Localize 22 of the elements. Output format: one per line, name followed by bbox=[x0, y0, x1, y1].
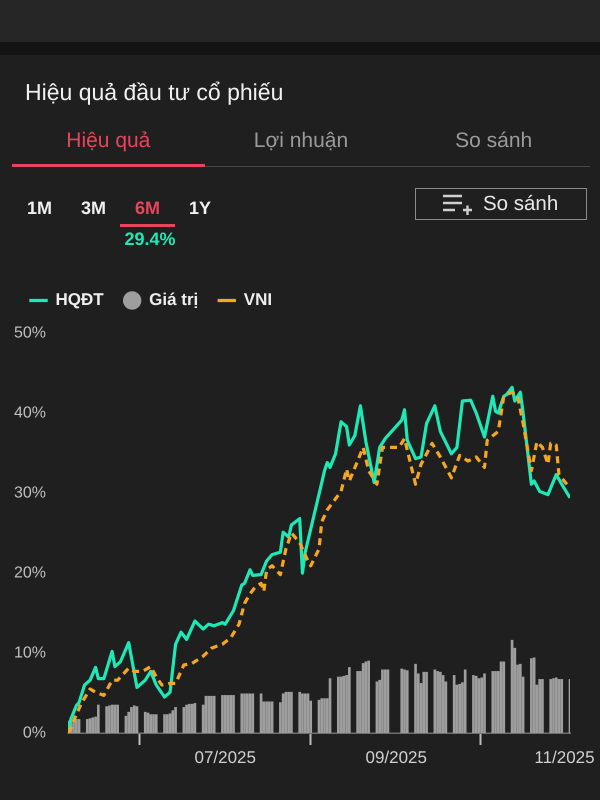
y-tick-label: 20% bbox=[14, 564, 46, 582]
x-tick-label: 09/2025 bbox=[366, 748, 427, 767]
y-tick-label: 40% bbox=[14, 404, 46, 422]
y-tick-label: 30% bbox=[14, 484, 46, 502]
text: Hiệu quả bbox=[65, 129, 152, 153]
text: Lợi nhuận bbox=[252, 129, 350, 153]
x-tick-label: 11/2025 bbox=[534, 748, 595, 767]
y-tick-label: 10% bbox=[14, 644, 46, 662]
legend-label: Giá trị bbox=[149, 290, 198, 310]
y-tick-label: 50% bbox=[14, 324, 46, 342]
text: 6M bbox=[135, 198, 160, 219]
legend-label: HQĐT bbox=[56, 290, 104, 310]
legend-label: VNI bbox=[244, 290, 272, 310]
y-tick-label: 0% bbox=[22, 724, 46, 742]
chart-title: Hiệu quả đầu tư cổ phiếu bbox=[25, 79, 284, 106]
button: So sánh bbox=[415, 188, 587, 220]
text: 1M bbox=[27, 198, 52, 219]
text: 1Y bbox=[189, 198, 212, 219]
text: So sánh bbox=[454, 129, 534, 153]
x-tick-label: 07/2025 bbox=[194, 748, 256, 767]
text: 29.4% bbox=[123, 229, 177, 250]
text: 3M bbox=[81, 198, 106, 219]
